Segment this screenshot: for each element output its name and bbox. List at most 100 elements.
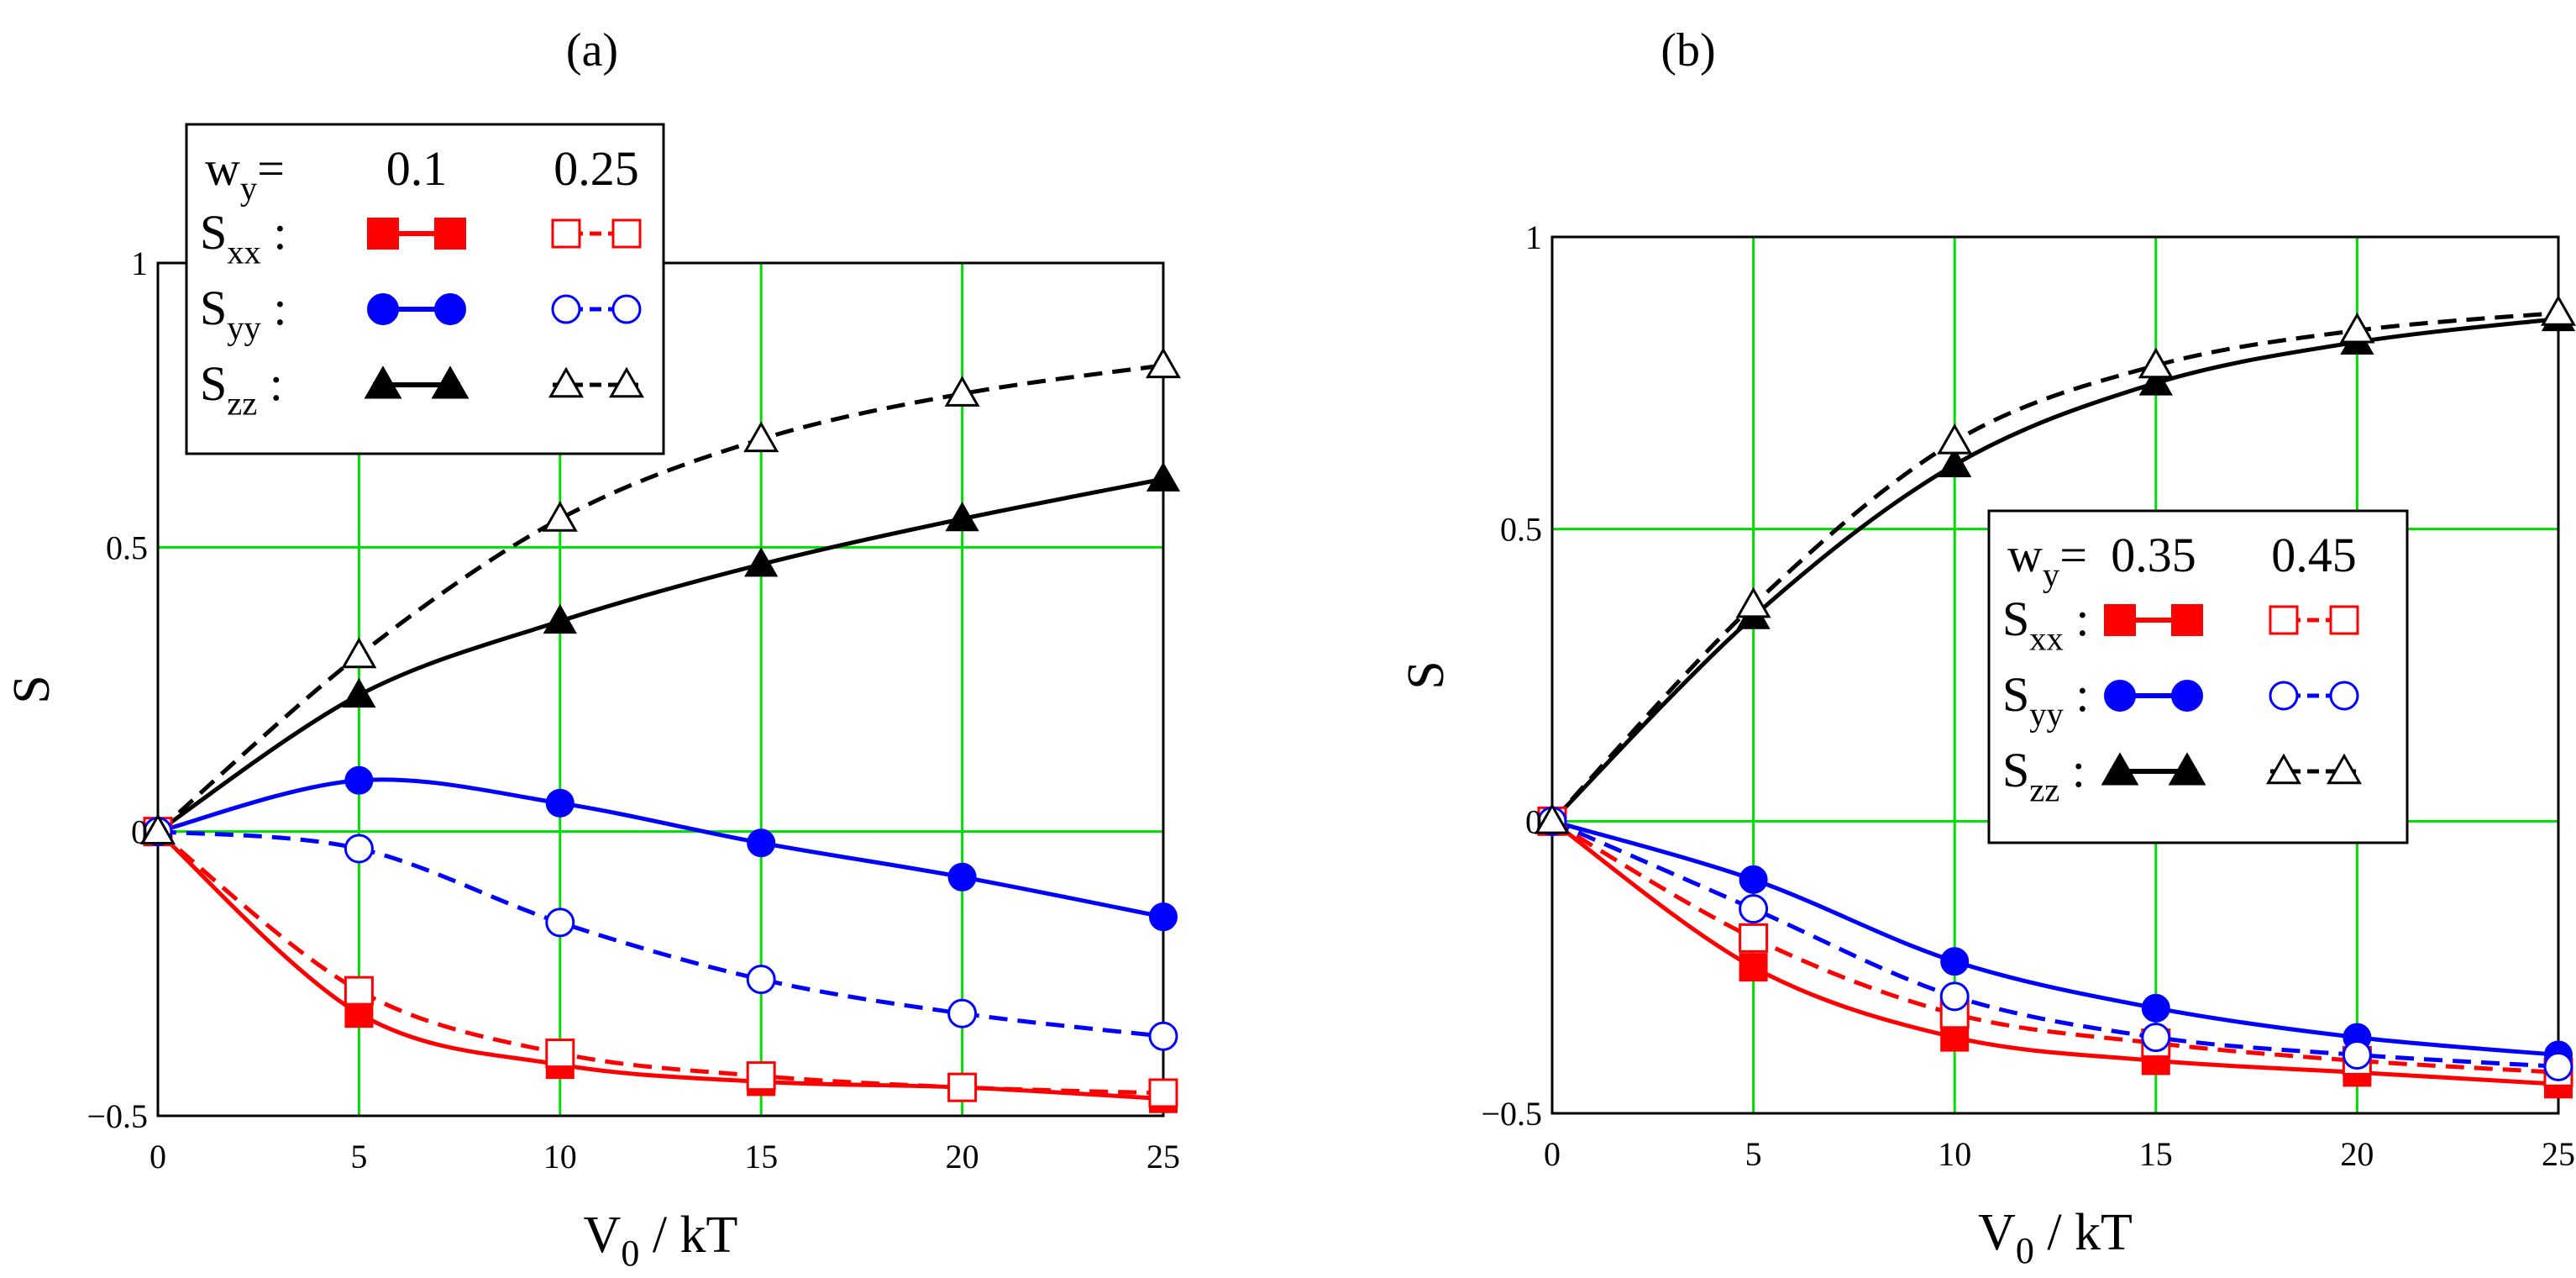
data-point-zz	[743, 421, 779, 453]
legend-marker-zz-open	[2266, 753, 2301, 785]
legend-column-b: 0.45	[2271, 528, 2357, 582]
x-axis-label: V0 / kT	[1978, 1204, 2133, 1271]
data-point-zz	[1535, 802, 1570, 834]
x-tick-label: 15	[2139, 1135, 2173, 1173]
data-point-yy	[746, 965, 776, 995]
legend-marker-yy-open	[2329, 681, 2359, 711]
data-point-yy	[344, 765, 374, 795]
legend-column-a: 0.35	[2111, 528, 2196, 582]
y-tick-label: −0.5	[1481, 1095, 1542, 1133]
legend-marker-xx-open	[551, 218, 581, 249]
data-point-zz	[1938, 447, 1972, 477]
x-tick-label: 20	[2340, 1135, 2374, 1173]
legend-column-b: 0.25	[553, 141, 639, 196]
series-line-zz-dashed	[156, 363, 1164, 834]
x-tick-label: 10	[1938, 1135, 1971, 1173]
x-tick-label: 0	[150, 1138, 166, 1175]
data-point-yy	[1739, 894, 1769, 924]
data-point-zz	[744, 547, 779, 577]
series-line-zz-dashed	[1550, 310, 2559, 823]
legend-marker-zz-open	[609, 366, 644, 398]
data-point-zz	[2541, 294, 2576, 326]
series-line-yy-solid	[1551, 818, 2559, 1057]
data-point-yy	[2141, 1023, 2171, 1053]
y-tick-label: 1	[131, 245, 148, 282]
data-point-yy	[2141, 993, 2170, 1023]
data-point-yy	[947, 998, 978, 1028]
x-tick-label: 5	[350, 1138, 367, 1175]
series-line-yy-solid	[157, 777, 1164, 919]
data-point-zz	[543, 603, 577, 634]
data-point-zz	[2138, 347, 2174, 379]
legend-marker-xx-filled	[2104, 604, 2136, 636]
data-point-zz	[1937, 423, 1973, 455]
panel-title: (b)	[1660, 24, 1715, 76]
legend-marker-zz-filled	[364, 366, 402, 399]
plot-frame	[1550, 235, 2560, 1115]
data-point-yy	[1148, 1021, 1178, 1051]
data-point-zz	[542, 501, 578, 532]
data-point-zz	[945, 502, 979, 532]
legend-box	[1987, 509, 2409, 844]
x-tick-label: 25	[1146, 1138, 1180, 1175]
series-lines	[156, 363, 1164, 1102]
data-point-zz	[1146, 347, 1181, 379]
y-axis-label: S	[3, 675, 60, 703]
legend-marker-xx-open	[2269, 605, 2299, 635]
data-point-yy	[2543, 1051, 2573, 1081]
x-tick-label: 15	[744, 1138, 778, 1175]
legend-marker-zz-open	[2327, 753, 2362, 785]
y-tick-label: −0.5	[87, 1097, 148, 1135]
data-point-xx	[545, 1039, 575, 1069]
data-point-zz	[944, 376, 980, 407]
legend-label-yy: Syy :	[200, 281, 286, 346]
data-point-xx	[1739, 923, 1769, 953]
legend-marker-xx-open	[611, 218, 642, 249]
data-point-zz	[341, 637, 377, 669]
legend-marker-yy-filled	[2104, 680, 2136, 712]
data-point-xx	[1739, 953, 1768, 982]
legend-marker-xx-filled	[434, 218, 466, 250]
data-point-yy	[1940, 947, 1970, 976]
legend-marker-yy-open	[551, 294, 581, 324]
y-tick-label: 0.5	[1500, 511, 1542, 549]
data-point-zz	[2138, 366, 2173, 396]
legend-marker-xx-open	[2329, 605, 2359, 635]
panel-title: (a)	[566, 24, 618, 76]
y-tick-label: 0	[1525, 802, 1542, 840]
legend-marker-yy-filled	[367, 293, 399, 325]
y-tick-label: 0.5	[106, 529, 148, 566]
x-axis-label: V0 / kT	[584, 1207, 738, 1274]
data-point-yy	[947, 862, 977, 891]
series-line-xx-dashed	[156, 829, 1164, 1096]
legend-marker-xx-filled	[367, 218, 399, 250]
data-point-yy	[344, 834, 374, 864]
y-axis-label: S	[1398, 660, 1455, 689]
series-markers	[1535, 294, 2576, 1099]
data-point-yy	[545, 907, 575, 938]
data-point-zz	[140, 813, 176, 844]
legend-box	[185, 123, 665, 455]
legend-marker-zz-filled	[2168, 752, 2206, 786]
data-point-xx	[746, 1061, 776, 1091]
data-point-xx	[344, 976, 374, 1006]
x-tick-label: 10	[543, 1138, 577, 1175]
series-lines	[1550, 310, 2559, 1086]
data-point-zz	[1735, 586, 1771, 618]
series-line-zz-solid	[156, 476, 1164, 834]
legend-marker-zz-filled	[2101, 752, 2139, 786]
data-point-yy	[1739, 865, 1768, 894]
legend-marker-yy-filled	[2171, 680, 2203, 712]
legend-marker-zz-filled	[431, 366, 470, 399]
y-tick-label: 0	[131, 813, 148, 851]
legend-marker-yy-filled	[434, 293, 466, 325]
data-point-zz	[342, 677, 376, 708]
x-tick-label: 20	[946, 1138, 979, 1175]
x-tick-label: 25	[2542, 1135, 2575, 1173]
legend-marker-zz-open	[548, 366, 584, 398]
